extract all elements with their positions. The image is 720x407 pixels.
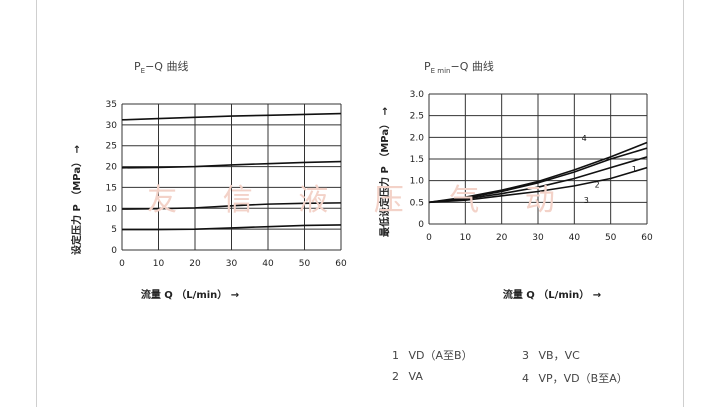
legend-item-1-num: 1 (392, 349, 399, 362)
chart1-series-2-line (121, 160, 342, 169)
chart1-ylabel: 设定压力 P （MPa） → (70, 145, 83, 255)
chart1-ytick-5: 5 (111, 225, 117, 235)
chart2-ytick-0.5: 0.5 (410, 198, 424, 208)
frame-line-left (36, 0, 37, 407)
legend-item-4-num: 4 (522, 372, 529, 385)
chart2-series-4-line (428, 141, 648, 204)
chart2-series-1-line (428, 166, 648, 204)
chart2-title: PE min−Q 曲线 (424, 59, 494, 75)
legend-item-2-num: 2 (392, 370, 399, 383)
chart1-xtick-40: 40 (262, 259, 274, 269)
chart1-ytick-10: 10 (106, 204, 118, 214)
legend-item-2: 2 VA (392, 370, 423, 383)
chart2-ytick-3.0: 3.0 (410, 90, 425, 100)
chart2-xtick-40: 40 (569, 233, 581, 243)
legend-item-2-text: VA (408, 370, 423, 383)
chart2-xtick-60: 60 (641, 233, 653, 243)
chart1-title: PE−Q 曲线 (134, 59, 188, 75)
chart1-xtick-10: 10 (153, 259, 165, 269)
chart2-series-3-line (428, 147, 648, 204)
chart2-xtick-50: 50 (605, 233, 617, 243)
chart2-series-2-label: 2 (595, 181, 600, 190)
frame-line-right (683, 0, 684, 407)
chart2-xlabel: 流量 Q （L/min） → (503, 288, 601, 301)
chart1-series-1-line (121, 112, 342, 121)
chart1-ytick-0: 0 (111, 246, 117, 256)
chart2-series-4-label: 4 (582, 134, 587, 143)
chart1-series-4-line (122, 224, 342, 231)
chart2-series-2-line (428, 156, 648, 204)
legend-item-1: 1 VD（A至B） (392, 347, 473, 363)
legend-item-3-num: 3 (522, 349, 529, 362)
chart2-series-1-label: 1 (632, 165, 637, 174)
chart2-xtick-0: 0 (426, 233, 432, 243)
chart1-xtick-30: 30 (226, 259, 238, 269)
chart1-ytick-25: 25 (106, 142, 117, 152)
chart1-xtick-60: 60 (335, 259, 347, 269)
watermark-text: 友 信 液 压 气 动 (147, 183, 573, 218)
chart2-xtick-20: 20 (496, 233, 508, 243)
chart2-ylabel: 最低设定压力 P （MPa） → (378, 107, 391, 237)
chart2-ytick-1.0: 1.0 (410, 177, 425, 187)
chart2-ytick-2.5: 2.5 (410, 112, 424, 122)
chart2-ytick-1.5: 1.5 (410, 155, 424, 165)
chart1-series-3-line (121, 202, 342, 210)
chart1-xtick-20: 20 (189, 259, 201, 269)
legend-item-3-text: VB，VC (538, 349, 580, 362)
chart2-xtick-10: 10 (460, 233, 472, 243)
chart1-xlabel: 流量 Q （L/min） → (141, 288, 239, 301)
chart2-series-3-label: 3 (584, 196, 589, 205)
chart2-ytick-2.0: 2.0 (410, 133, 425, 143)
chart1-xtick-0: 0 (119, 259, 125, 269)
chart2-ytick-0: 0 (418, 220, 424, 230)
chart1-ytick-20: 20 (106, 163, 118, 173)
chart1-xtick-50: 50 (299, 259, 311, 269)
chart1-ytick-30: 30 (106, 121, 118, 131)
chart1-ytick-15: 15 (106, 183, 117, 193)
chart2-xtick-30: 30 (532, 233, 544, 243)
legend-item-4-text: VP，VD（B至A） (538, 372, 628, 385)
legend-item-4: 4 VP，VD（B至A） (522, 370, 628, 386)
legend-item-1-text: VD（A至B） (408, 349, 473, 362)
chart1-ytick-35: 35 (106, 100, 117, 110)
legend-item-3: 3 VB，VC (522, 347, 580, 363)
